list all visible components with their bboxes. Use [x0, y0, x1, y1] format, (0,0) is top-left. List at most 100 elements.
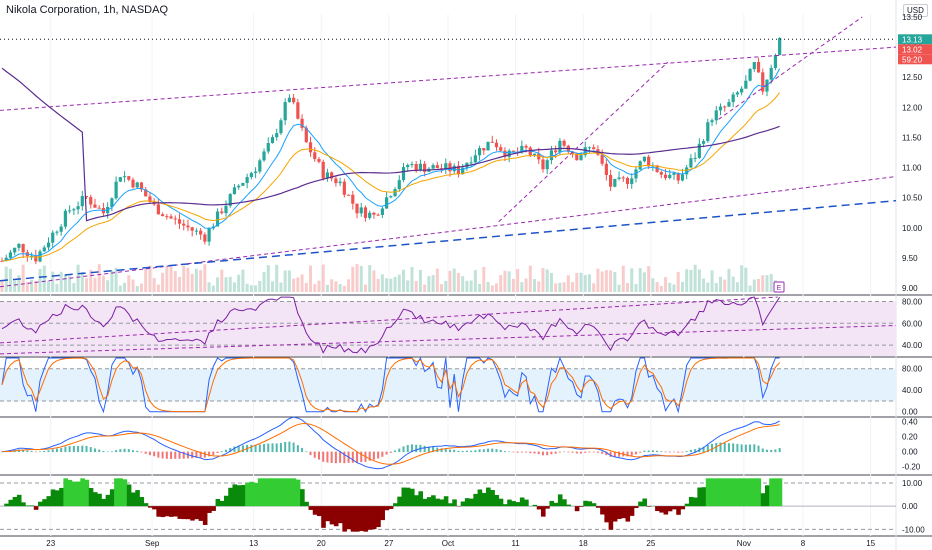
macd-histogram-bar	[398, 448, 401, 453]
volume-bar	[156, 284, 160, 292]
macd-histogram-bar	[296, 445, 299, 453]
candle-body	[554, 150, 558, 153]
oscillator-bar	[477, 489, 483, 507]
macd-histogram-bar	[651, 450, 654, 453]
volume-bar	[237, 274, 241, 292]
volume-bar	[152, 278, 156, 292]
oscillator-bar	[726, 478, 732, 507]
volume-bar	[309, 265, 313, 292]
volume-bar	[169, 266, 173, 292]
candle-body	[177, 219, 182, 224]
candle-body	[693, 157, 697, 159]
oscillator-bar	[587, 501, 593, 507]
macd-histogram-bar	[402, 446, 405, 453]
macd-histogram-bar	[394, 450, 397, 453]
candle-body	[270, 137, 275, 144]
candle-body	[84, 196, 89, 198]
currency-badge[interactable]: USD	[903, 4, 928, 17]
oscillator-bar	[321, 506, 326, 528]
macd-histogram-bar	[263, 444, 266, 453]
oscillator-bar	[490, 489, 495, 507]
oscillator-bar	[524, 499, 529, 507]
candle-body	[194, 230, 199, 232]
macd-histogram-bar	[715, 442, 718, 453]
volume-bar	[287, 270, 291, 292]
macd-histogram-bar	[241, 445, 244, 453]
volume-bar	[347, 279, 351, 292]
macd-histogram-bar	[525, 451, 528, 453]
macd-histogram-bar	[520, 451, 523, 453]
candle-body	[532, 153, 537, 156]
oscillator-bar	[511, 501, 516, 507]
oscillator-bar	[397, 496, 402, 507]
volume-bar	[731, 276, 735, 292]
candle-body	[93, 204, 97, 208]
volume-bar	[596, 268, 600, 292]
candle-body	[308, 142, 313, 153]
trendline-lower	[0, 176, 897, 288]
oscillator-bar	[680, 506, 686, 510]
oscillator-bar	[342, 506, 347, 532]
candle-body	[414, 164, 418, 171]
candle-body	[165, 216, 169, 218]
candle-body	[42, 247, 46, 252]
oscillator-bar	[350, 506, 356, 532]
volume-bar	[342, 285, 346, 292]
volume-bar	[647, 266, 651, 292]
macd-histogram-bar	[182, 451, 185, 459]
macd-histogram-bar	[132, 450, 135, 453]
macd-histogram-bar	[322, 451, 325, 462]
candle-body	[642, 156, 647, 162]
candle-body	[207, 228, 211, 242]
candle-body	[778, 37, 782, 56]
volume-bar	[17, 275, 21, 292]
macd-histogram-bar	[461, 450, 464, 453]
candle-body	[182, 223, 186, 226]
macd-histogram-bar	[630, 451, 633, 456]
volume-bar	[748, 285, 752, 292]
candle-body	[537, 153, 541, 160]
oscillator-bar	[16, 494, 22, 507]
trendline-channel-2	[718, 16, 863, 120]
candle-body	[477, 148, 482, 156]
candle-body	[418, 163, 423, 171]
macd-histogram-bar	[711, 443, 714, 453]
oscillator-bar	[443, 496, 449, 507]
candle-body	[444, 163, 448, 169]
macd-histogram-bar	[723, 442, 726, 453]
macd-histogram-bar	[98, 449, 101, 453]
oscillator-bar	[359, 506, 364, 531]
candle-body	[46, 242, 51, 248]
candle-body	[376, 214, 380, 216]
oscillator-bar	[143, 503, 149, 507]
oscillator-bar	[409, 488, 415, 507]
oscillator-bar	[604, 506, 609, 523]
price-tick-label: 12.00	[902, 103, 923, 112]
macd-histogram-bar	[706, 444, 709, 453]
candle-body	[689, 158, 693, 168]
prev-close-badge-bg	[898, 44, 932, 55]
candle-body	[435, 165, 439, 169]
volume-bar	[393, 276, 397, 292]
macd-histogram-bar	[753, 444, 756, 453]
volume-bar	[710, 270, 714, 292]
oscillator-bar	[393, 503, 398, 507]
candle-body	[342, 181, 346, 195]
macd-histogram-bar	[208, 451, 211, 457]
macd-histogram-bar	[34, 451, 37, 453]
candle-body	[706, 122, 710, 142]
macd-histogram-bar	[89, 447, 92, 453]
prev-close-badge: 13.02	[902, 45, 923, 54]
oscillator-bar	[109, 489, 115, 507]
macd-histogram-bar	[110, 451, 113, 453]
volume-bar	[634, 283, 638, 292]
oscillator-bar	[92, 492, 98, 507]
macd-histogram-bar	[377, 451, 380, 459]
candle-body	[718, 106, 723, 111]
oscillator-bar	[540, 506, 546, 517]
volume-bar	[533, 279, 537, 292]
volume-bar	[431, 275, 435, 292]
rsi-trendline-upper	[0, 296, 778, 344]
candle-body	[385, 197, 389, 209]
